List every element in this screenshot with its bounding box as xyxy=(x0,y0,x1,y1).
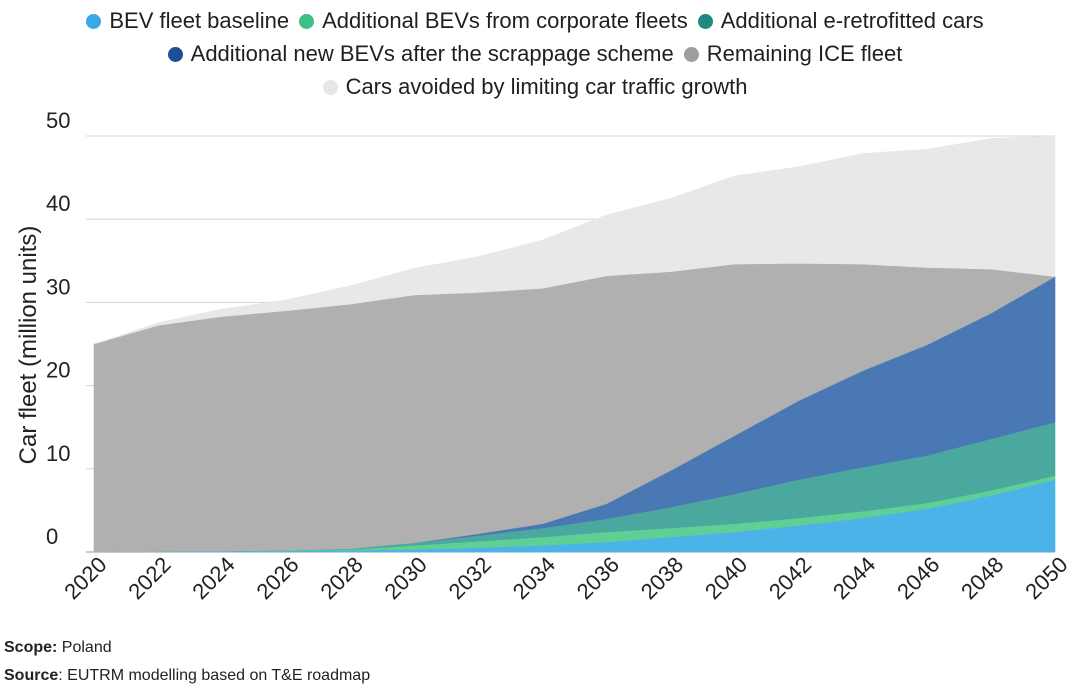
x-tick-label: 2026 xyxy=(251,552,303,604)
y-tick-label: 30 xyxy=(46,274,70,299)
area-cars-avoided-by-limiting-car-traffic-growth xyxy=(93,135,1056,345)
x-tick-label: 2036 xyxy=(572,552,624,604)
chart-legend: BEV fleet baseline Additional BEVs from c… xyxy=(0,4,1070,103)
legend-item: BEV fleet baseline xyxy=(86,4,289,37)
y-axis-ticks: 0 10 20 30 40 50 xyxy=(46,108,70,549)
y-axis-label: Car fleet (million units) xyxy=(15,226,42,465)
legend-item: Additional new BEVs after the scrappage … xyxy=(167,37,674,70)
legend-label: Remaining ICE fleet xyxy=(706,41,903,66)
scope-label: Scope: xyxy=(4,639,58,656)
x-tick-label: 2034 xyxy=(508,552,560,604)
area-series xyxy=(93,135,1056,553)
legend-swatch xyxy=(167,47,183,62)
legend-label: Additional new BEVs after the scrappage … xyxy=(190,41,674,66)
scope-value: Poland xyxy=(57,639,112,656)
legend-row: BEV fleet baseline Additional BEVs from c… xyxy=(0,4,1070,37)
legend-swatch xyxy=(697,14,713,29)
legend-item: Additional e-retrofitted cars xyxy=(697,4,984,37)
y-tick-label: 50 xyxy=(46,108,70,133)
legend-swatch xyxy=(86,14,102,29)
x-tick-label: 2038 xyxy=(636,552,688,604)
legend-swatch xyxy=(299,14,315,29)
legend-row: Additional new BEVs after the scrappage … xyxy=(0,37,1070,70)
x-tick-label: 2028 xyxy=(316,552,368,604)
x-tick-label: 2022 xyxy=(123,552,175,604)
y-tick-label: 10 xyxy=(46,441,70,466)
x-tick-label: 2050 xyxy=(1020,552,1070,604)
legend-row: Cars avoided by limiting car traffic gro… xyxy=(0,70,1070,103)
legend-label: Additional BEVs from corporate fleets xyxy=(322,8,688,33)
legend-item: Cars avoided by limiting car traffic gro… xyxy=(322,70,748,103)
x-tick-label: 2046 xyxy=(892,552,944,604)
scope-line: Scope: Poland xyxy=(4,634,370,662)
x-tick-label: 2030 xyxy=(380,552,432,604)
source-label: Source xyxy=(4,667,59,684)
x-tick-label: 2020 xyxy=(59,552,111,604)
x-tick-label: 2040 xyxy=(700,552,752,604)
legend-label: BEV fleet baseline xyxy=(109,8,290,33)
legend-label: Additional e-retrofitted cars xyxy=(720,8,984,33)
x-tick-label: 2042 xyxy=(764,552,816,604)
legend-swatch xyxy=(322,80,338,95)
x-axis-ticks: 2020 2022 2024 2026 2028 2030 2032 2034 2036 2038… xyxy=(59,552,1070,604)
x-tick-label: 2032 xyxy=(444,552,496,604)
y-tick-label: 40 xyxy=(46,191,70,216)
legend-label: Cars avoided by limiting car traffic gro… xyxy=(345,74,748,99)
footnotes: Scope: Poland Source: EUTRM modelling ba… xyxy=(4,634,370,690)
legend-swatch xyxy=(683,47,699,62)
legend-item: Remaining ICE fleet xyxy=(683,37,903,70)
y-tick-label: 20 xyxy=(46,358,70,383)
source-value: : EUTRM modelling based on T&E roadmap xyxy=(58,667,371,684)
x-tick-label: 2048 xyxy=(956,552,1008,604)
x-tick-label: 2024 xyxy=(187,552,239,604)
source-line: Source: EUTRM modelling based on T&E roa… xyxy=(4,662,370,690)
x-tick-label: 2044 xyxy=(828,552,880,604)
legend-item: Additional BEVs from corporate fleets xyxy=(299,4,688,37)
y-tick-label: 0 xyxy=(46,524,58,549)
